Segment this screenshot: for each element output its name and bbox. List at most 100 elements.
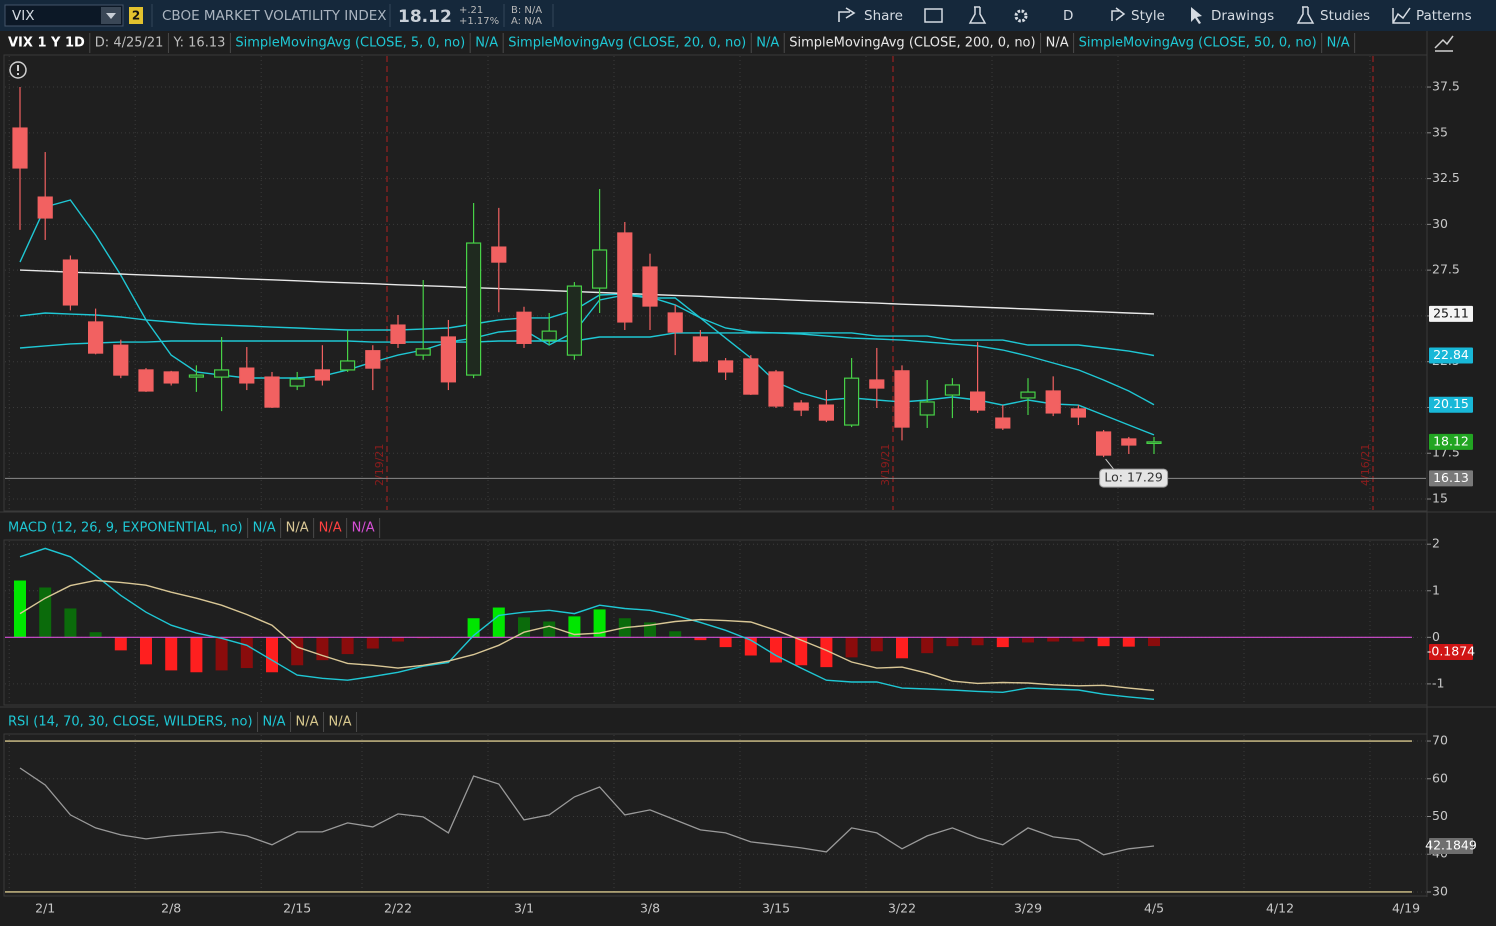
histogram-bar [820, 637, 833, 668]
series-last-value-box [1429, 305, 1473, 322]
histogram-bar [971, 637, 984, 646]
histogram-bar [215, 637, 228, 671]
toolbar-button[interactable]: Style [1131, 8, 1165, 24]
drawings-icon [1191, 7, 1202, 24]
histogram-bar [240, 637, 253, 669]
histogram-bar [845, 637, 858, 658]
histogram-bar [165, 637, 178, 671]
candle-body [214, 369, 230, 378]
last-close: 18.12 [1433, 433, 1469, 448]
candle-body [1121, 438, 1137, 446]
candle-body [365, 350, 381, 369]
candle-body [1045, 390, 1061, 414]
legend-status: N/A [1327, 36, 1350, 51]
chart-title: VIX 1 Y 1D [8, 36, 85, 51]
x-tick-label: 3/29 [1014, 901, 1042, 916]
series-last-value: 22.84 [1433, 347, 1469, 362]
candle-body [491, 246, 507, 263]
candle-body [667, 312, 683, 333]
histogram-bar [366, 637, 379, 649]
cursor-date: D: 4/25/21 [95, 36, 164, 51]
change: +.21 [459, 5, 483, 16]
candle-body [692, 336, 709, 362]
link-group-box[interactable] [129, 7, 143, 24]
histogram-bar [467, 618, 480, 638]
histogram-bar [946, 637, 959, 647]
histogram-bar [896, 637, 908, 659]
price-line-value-box [1429, 470, 1473, 487]
x-tick-label: 4/5 [1144, 901, 1164, 916]
legend-status: N/A [756, 36, 779, 51]
annotation-pointer [1105, 458, 1114, 470]
candle-body [919, 401, 935, 416]
symbol-box[interactable] [4, 4, 124, 27]
histogram-bar [518, 617, 530, 638]
toolbar-button[interactable]: Drawings [1211, 8, 1274, 24]
candle-body [843, 377, 860, 426]
study-title: RSI (14, 70, 30, CLOSE, WILDERS, no) [8, 715, 253, 730]
y-tick-label: 60 [1432, 770, 1448, 785]
share-icon [838, 7, 856, 22]
toolbar-button[interactable]: Patterns [1416, 8, 1472, 24]
snapshot-icon[interactable] [924, 8, 943, 23]
x-tick-label: 3/1 [514, 901, 534, 916]
candle-body [289, 378, 305, 387]
annotation: Lo: 17.29 [1104, 470, 1162, 485]
histogram-bar [593, 609, 606, 638]
y-tick-label: -1 [1432, 675, 1444, 690]
candle-body [12, 127, 28, 169]
histogram-bar [140, 637, 152, 665]
flask-icon[interactable] [968, 6, 987, 24]
histogram-bar [1072, 637, 1085, 642]
legend-entry: N/A [253, 521, 276, 536]
ask: A: N/A [511, 16, 542, 27]
alert-icon[interactable] [9, 61, 27, 79]
candle-body [516, 311, 532, 344]
candle-body [87, 321, 104, 354]
toolbar-button[interactable]: D [1063, 8, 1073, 24]
cursor-y: Y: 16.13 [172, 36, 225, 51]
histogram-bar [89, 632, 102, 638]
toolbar-button[interactable]: Studies [1320, 8, 1370, 24]
y-tick-label: 0 [1432, 629, 1440, 644]
toolbar-button[interactable]: Share [864, 8, 903, 24]
y-tick-label: 2 [1432, 536, 1440, 551]
legend-entry: SimpleMovingAvg (CLOSE, 20, 0, no) [508, 36, 746, 51]
histogram-bar [1047, 637, 1060, 642]
histogram-bar [669, 631, 682, 638]
macd-line [19, 579, 1155, 692]
legend-entry: N/A [263, 715, 286, 730]
moving-average [19, 269, 1155, 315]
histogram-bar [341, 637, 354, 655]
annotation-box [1099, 468, 1169, 488]
histogram-bar [543, 621, 556, 638]
legend-status: N/A [475, 36, 498, 51]
y-tick-label: 27.5 [1432, 262, 1460, 277]
toolbar [0, 0, 1496, 31]
histogram-bar [190, 637, 203, 673]
chart-settings-icon[interactable] [1434, 35, 1454, 52]
x-tick-label: 4/12 [1266, 901, 1294, 916]
change-percent: +1.17% [459, 16, 499, 27]
histogram-bar [996, 637, 1009, 648]
rsi-panel [3, 733, 1428, 897]
link-group: 2 [132, 9, 140, 23]
candle-body [1070, 408, 1087, 418]
y-tick-label: 50 [1432, 808, 1448, 823]
description: CBOE MARKET VOLATILITY INDEX [162, 8, 387, 24]
price-panel [3, 54, 1428, 512]
histogram-bar [795, 637, 808, 666]
histogram-bar [392, 637, 404, 642]
expiration-label: 3/19/21 [879, 444, 892, 486]
histogram-bar [870, 637, 883, 652]
candle-body [264, 376, 280, 408]
last-close-box [1429, 433, 1473, 450]
candle-body [113, 344, 129, 376]
histogram-bar [492, 607, 505, 638]
rsi-last-value: 42.1849 [1425, 838, 1477, 853]
candle-body [138, 369, 154, 392]
candle-body [995, 417, 1011, 429]
expiration-label: 4/16/21 [1359, 444, 1372, 486]
settings-icon[interactable] [1014, 9, 1028, 23]
